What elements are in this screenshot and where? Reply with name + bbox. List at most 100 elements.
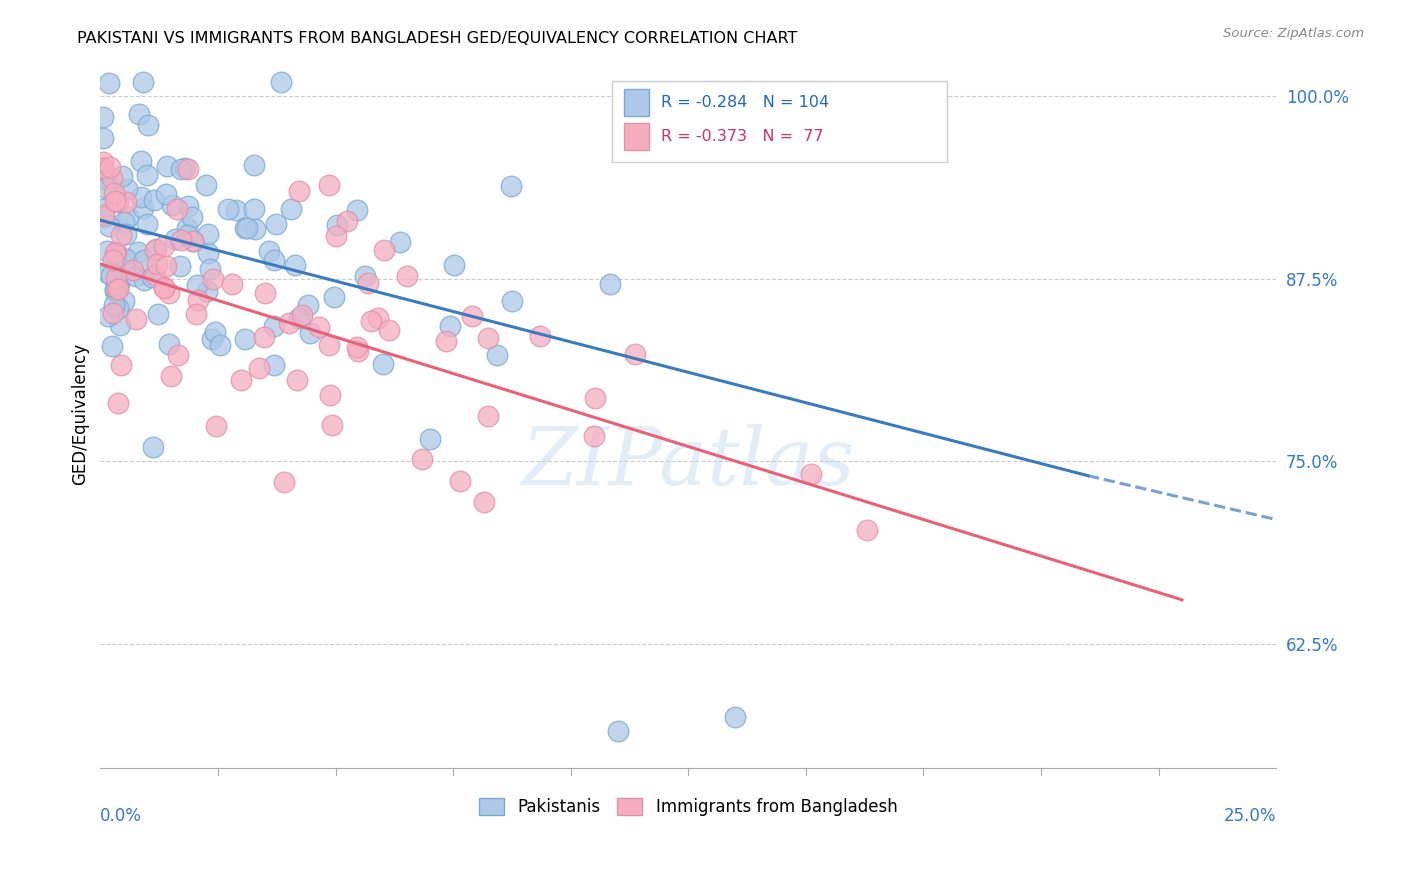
- Point: [129, 190, 152, 204]
- Point: [117, 211, 139, 225]
- Point: [318, 338, 340, 352]
- Point: [101, 171, 124, 186]
- Point: [461, 309, 484, 323]
- Point: [174, 161, 197, 175]
- Point: [288, 184, 311, 198]
- Point: [472, 495, 495, 509]
- Point: [252, 330, 274, 344]
- Point: [599, 277, 621, 292]
- Text: R = -0.284   N = 104: R = -0.284 N = 104: [661, 95, 830, 110]
- Point: [143, 268, 166, 282]
- Point: [443, 258, 465, 272]
- Point: [124, 269, 146, 284]
- Point: [101, 253, 124, 268]
- Point: [208, 338, 231, 352]
- Point: [143, 243, 166, 257]
- Point: [98, 76, 121, 90]
- Text: ZIPatlas: ZIPatlas: [522, 425, 855, 502]
- Point: [280, 202, 302, 217]
- Point: [91, 202, 114, 217]
- Bar: [623, 122, 650, 150]
- Text: 0.0%: 0.0%: [100, 806, 142, 824]
- Point: [800, 467, 823, 481]
- Point: [278, 316, 301, 330]
- Point: [477, 331, 499, 345]
- Point: [129, 154, 152, 169]
- Point: [169, 259, 191, 273]
- Point: [357, 276, 380, 290]
- Point: [177, 199, 200, 213]
- Point: [107, 282, 129, 296]
- Point: [346, 203, 368, 218]
- Point: [160, 198, 183, 212]
- Point: [104, 281, 127, 295]
- Point: [104, 245, 127, 260]
- Point: [101, 339, 124, 353]
- Point: [105, 270, 128, 285]
- Point: [318, 178, 340, 193]
- Point: [606, 724, 628, 739]
- Point: [110, 274, 132, 288]
- Point: [477, 409, 499, 423]
- Point: [94, 181, 117, 195]
- Point: [107, 279, 129, 293]
- Point: [156, 159, 179, 173]
- Point: [107, 301, 129, 315]
- Point: [347, 344, 370, 359]
- Point: [107, 194, 129, 209]
- Point: [197, 245, 219, 260]
- Point: [201, 272, 224, 286]
- Point: [181, 211, 204, 225]
- Point: [132, 74, 155, 88]
- Point: [93, 110, 115, 124]
- Point: [101, 305, 124, 319]
- Point: [197, 227, 219, 241]
- Point: [326, 218, 349, 232]
- Y-axis label: GED/Equivalency: GED/Equivalency: [72, 343, 89, 484]
- Point: [125, 311, 148, 326]
- Point: [270, 74, 292, 88]
- Point: [152, 281, 174, 295]
- Point: [243, 202, 266, 216]
- Point: [411, 452, 433, 467]
- Point: [624, 347, 647, 361]
- Point: [321, 417, 343, 432]
- Point: [434, 334, 457, 349]
- Point: [233, 333, 256, 347]
- Point: [91, 161, 114, 175]
- Point: [582, 428, 605, 442]
- Point: [377, 323, 399, 337]
- Point: [103, 298, 125, 312]
- Point: [308, 320, 330, 334]
- Point: [103, 186, 125, 200]
- Point: [170, 234, 193, 248]
- Point: [136, 118, 159, 132]
- Point: [166, 348, 188, 362]
- Point: [104, 285, 127, 299]
- Point: [389, 235, 412, 249]
- Point: [97, 266, 120, 280]
- Point: [170, 162, 193, 177]
- Point: [236, 220, 259, 235]
- Point: [297, 298, 319, 312]
- Point: [132, 201, 155, 215]
- Point: [253, 285, 276, 300]
- Point: [205, 418, 228, 433]
- Point: [110, 228, 132, 243]
- Text: Source: ZipAtlas.com: Source: ZipAtlas.com: [1223, 27, 1364, 40]
- Point: [263, 253, 285, 268]
- Point: [501, 294, 523, 309]
- Point: [105, 282, 128, 296]
- Point: [257, 244, 280, 258]
- Point: [323, 290, 346, 304]
- Point: [319, 387, 342, 401]
- Point: [346, 340, 368, 354]
- Point: [152, 280, 174, 294]
- Point: [197, 285, 219, 299]
- Point: [529, 329, 551, 343]
- Point: [155, 259, 177, 273]
- Point: [200, 262, 222, 277]
- Point: [354, 269, 377, 284]
- Point: [93, 154, 115, 169]
- Point: [112, 215, 135, 229]
